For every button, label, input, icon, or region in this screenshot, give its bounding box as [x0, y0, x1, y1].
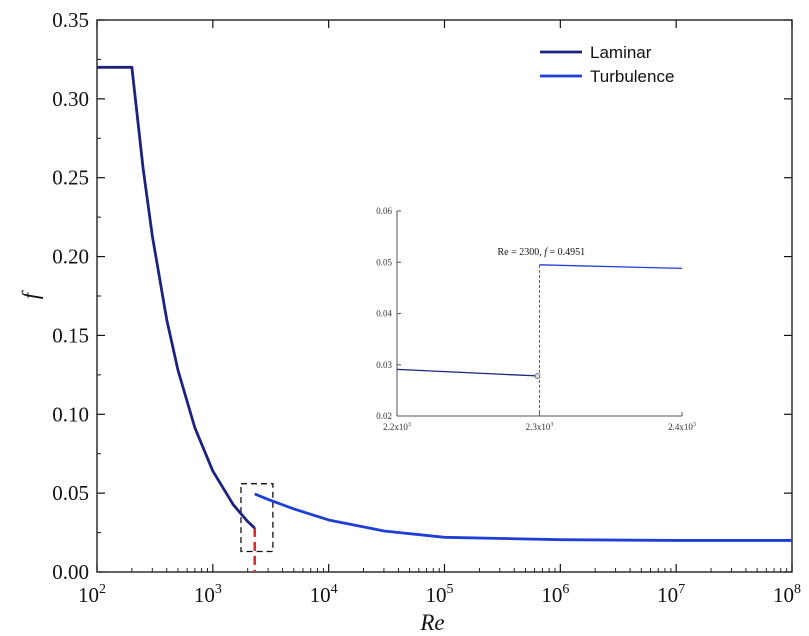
- y-tick-label: 0.20: [52, 245, 89, 269]
- series-turbulence: [254, 492, 792, 542]
- x-tick-exponent: 5: [447, 582, 454, 597]
- inset-x-tick-exponent: 3: [550, 422, 553, 428]
- inset-x-tick-exponent: 3: [693, 422, 696, 428]
- legend-label: Laminar: [590, 43, 652, 62]
- y-tick-label: 0.30: [52, 87, 89, 111]
- x-tick-exponent: 3: [215, 582, 222, 597]
- y-axis-title: f: [18, 289, 43, 299]
- inset-y-tick-label: 0.02: [376, 411, 392, 421]
- inset-background: [367, 203, 702, 438]
- x-tick-exponent: 8: [794, 582, 801, 597]
- x-tick-label: 103: [194, 582, 222, 607]
- inset-x-tick-label: 2.2x103: [383, 422, 411, 432]
- inset-y-tick-label: 0.03: [376, 360, 392, 370]
- y-tick-label: 0.10: [52, 402, 89, 426]
- x-axis-title-italic: Re: [419, 610, 444, 635]
- y-tick-label: 0.05: [52, 481, 89, 505]
- series-laminar: [97, 65, 256, 530]
- inset-x-tick-label: 2.3x103: [526, 422, 554, 432]
- x-tick-base: 10: [194, 583, 215, 607]
- x-tick-label: 105: [426, 582, 454, 607]
- inset-y-tick-label: 0.04: [376, 309, 392, 319]
- x-tick-exponent: 4: [331, 582, 338, 597]
- y-tick-label: 0.25: [52, 166, 89, 190]
- inset-series-turbulence: [539, 264, 683, 270]
- inset-annotation-prefix: Re = 2300,: [498, 247, 545, 258]
- x-tick-label: 106: [541, 582, 569, 607]
- inset-x-tick-mantissa: 2.2x10: [383, 422, 408, 432]
- inset-y-tick-label: 0.06: [376, 206, 392, 216]
- inset-x-tick-mantissa: 2.4x10: [668, 422, 693, 432]
- y-tick-label: 0.35: [52, 8, 89, 32]
- x-tick-base: 10: [310, 583, 331, 607]
- x-tick-base: 10: [78, 583, 99, 607]
- x-tick-base: 10: [541, 583, 562, 607]
- x-tick-exponent: 6: [562, 582, 569, 597]
- x-tick-label: 104: [310, 582, 338, 607]
- x-tick-label: 102: [78, 582, 106, 607]
- x-tick-base: 10: [426, 583, 447, 607]
- x-tick-label: 107: [657, 582, 685, 607]
- legend-label: Turbulence: [590, 67, 674, 86]
- inset-transition-marker: [534, 373, 541, 379]
- inset-x-tick-label: 2.4x103: [668, 422, 696, 432]
- inset-x-tick-exponent: 3: [408, 422, 411, 428]
- x-tick-exponent: 2: [99, 582, 106, 597]
- x-axis-title: Re: [419, 610, 444, 635]
- y-tick-label: 0.00: [52, 560, 89, 584]
- inset-plot: 0.020.030.040.050.062.2x103 2.3x103 2.4x10…: [367, 203, 702, 438]
- x-tick-base: 10: [657, 583, 678, 607]
- inset-series-laminar: [396, 368, 540, 377]
- inset-x-tick-mantissa: 2.3x10: [526, 422, 551, 432]
- inset-annotation: Re = 2300, f = 0.4951: [498, 247, 586, 258]
- x-tick-label: 108: [773, 582, 801, 607]
- inset-annotation-var: f: [544, 247, 548, 258]
- inset-y-tick-label: 0.05: [376, 257, 392, 267]
- y-tick-label: 0.15: [52, 323, 89, 347]
- inset-annotation-value: = 0.4951: [547, 247, 585, 258]
- x-tick-base: 10: [773, 583, 794, 607]
- highlight-box: [240, 483, 274, 553]
- legend: Laminar Turbulence: [540, 43, 674, 86]
- x-tick-exponent: 7: [678, 582, 685, 597]
